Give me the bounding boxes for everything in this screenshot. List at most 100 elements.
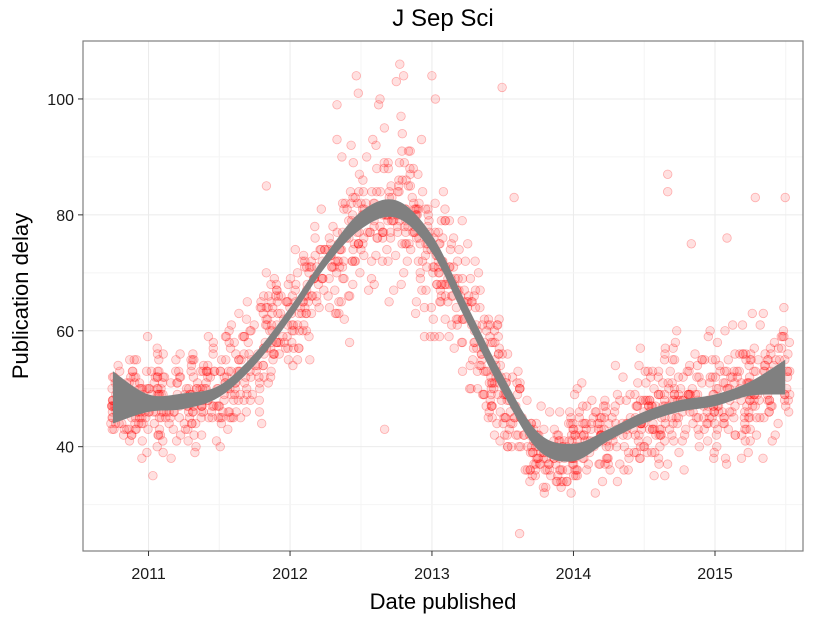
data-point (191, 442, 201, 452)
data-point (741, 424, 752, 435)
data-point (784, 407, 794, 417)
data-point (648, 424, 658, 435)
data-point (378, 233, 388, 243)
data-point (767, 436, 777, 446)
data-point (730, 378, 740, 388)
data-point (365, 227, 375, 238)
data-point (765, 343, 776, 353)
data-point (707, 372, 718, 382)
data-point (745, 436, 755, 446)
data-point (587, 395, 597, 406)
data-point (745, 395, 755, 406)
data-point (720, 378, 730, 388)
data-point (224, 337, 234, 348)
data-point (304, 331, 314, 342)
data-point (281, 343, 291, 353)
data-point (290, 244, 301, 255)
data-point (383, 256, 393, 266)
data-point (428, 268, 438, 278)
data-point (352, 198, 363, 209)
data-point (730, 430, 740, 440)
data-point (397, 146, 407, 156)
data-point (353, 239, 364, 249)
data-point (501, 413, 511, 423)
data-point (625, 389, 635, 400)
data-point (488, 337, 498, 348)
data-point (337, 198, 348, 209)
data-point (763, 355, 773, 365)
data-point (456, 337, 467, 348)
data-point (486, 401, 497, 411)
data-point (294, 326, 305, 336)
data-point (334, 256, 344, 266)
data-point (581, 418, 591, 429)
data-point (359, 250, 369, 261)
data-point (385, 227, 396, 238)
data-point (566, 413, 576, 423)
data-point (600, 401, 610, 411)
data-point (544, 465, 555, 475)
data-point (351, 71, 362, 81)
data-point (667, 378, 677, 388)
data-point (405, 146, 415, 156)
data-point (576, 430, 586, 440)
data-point (152, 372, 163, 382)
data-point (315, 244, 325, 255)
data-point (744, 360, 754, 371)
data-point (669, 384, 680, 394)
data-point (292, 268, 303, 278)
data-point (261, 181, 272, 191)
data-point (368, 134, 378, 145)
data-point (175, 349, 185, 359)
data-point (273, 291, 284, 301)
data-point (520, 465, 530, 475)
data-point (470, 256, 480, 266)
data-point (403, 181, 414, 191)
x-tick-label: 2014 (556, 566, 592, 583)
data-point (154, 366, 164, 377)
data-point (600, 395, 610, 406)
data-point (366, 273, 377, 284)
data-point (749, 343, 760, 353)
data-point (712, 337, 723, 348)
data-point (449, 343, 459, 353)
data-point (213, 413, 224, 423)
data-point (440, 215, 451, 226)
data-point (415, 268, 425, 278)
data-point (405, 181, 416, 191)
data-point (644, 395, 655, 406)
data-point (113, 360, 123, 371)
data-point (515, 378, 525, 388)
y-tick-label: 100 (47, 92, 74, 109)
data-point (660, 418, 671, 429)
data-point (642, 436, 653, 446)
data-point (203, 366, 213, 377)
data-point (459, 285, 470, 295)
data-point (289, 343, 299, 353)
data-point (301, 308, 311, 319)
data-point (369, 279, 379, 290)
data-point (122, 424, 132, 435)
data-point (694, 372, 704, 382)
data-point (660, 343, 671, 353)
data-point (152, 442, 162, 452)
data-point (597, 476, 608, 487)
data-point (457, 273, 468, 284)
data-point (712, 424, 723, 435)
data-point (764, 395, 775, 406)
data-point (605, 465, 615, 475)
data-point (729, 366, 739, 377)
data-point (153, 430, 164, 440)
data-point (745, 413, 755, 423)
data-point (235, 389, 246, 400)
data-point (713, 384, 723, 394)
data-point (429, 331, 440, 342)
data-point (378, 227, 389, 238)
data-point (475, 360, 485, 371)
data-point (711, 384, 722, 394)
data-point (699, 424, 709, 435)
data-point (513, 366, 523, 377)
data-point (149, 418, 160, 429)
data-point (430, 94, 441, 104)
data-point (272, 285, 282, 295)
